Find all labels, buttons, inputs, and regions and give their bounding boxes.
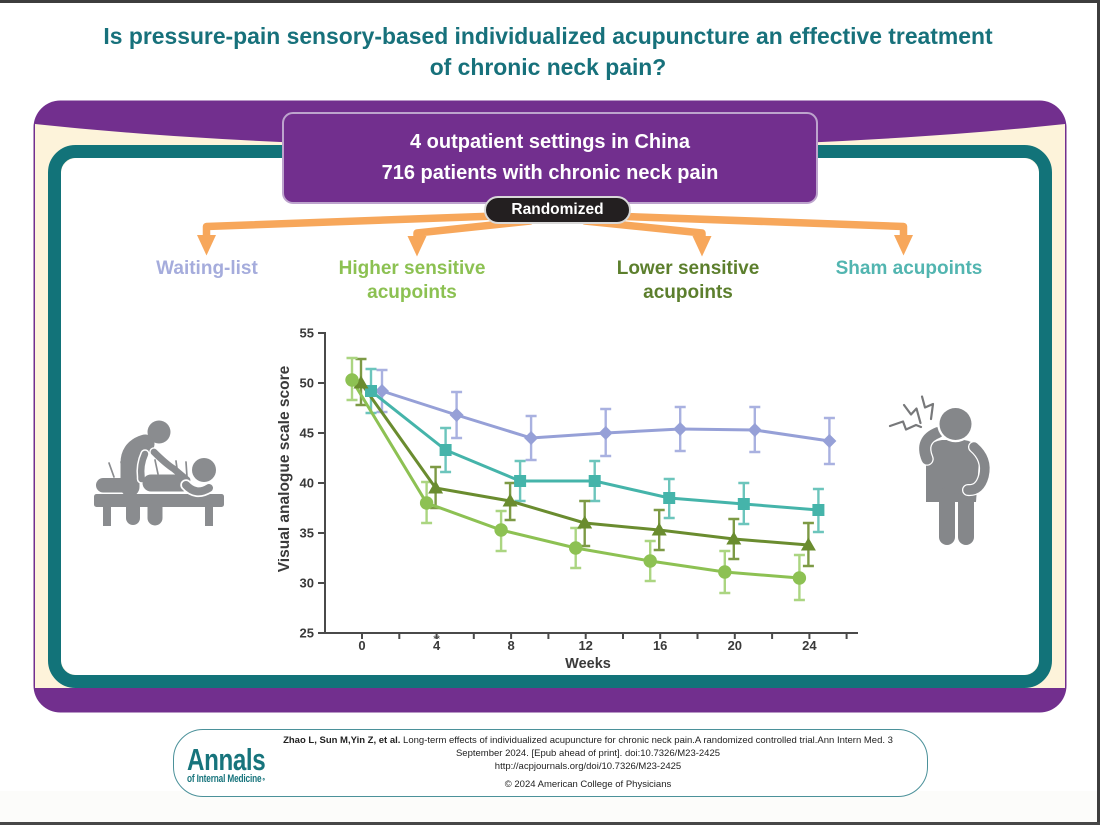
svg-text:45: 45: [300, 426, 314, 441]
svg-text:0: 0: [358, 638, 365, 653]
svg-text:40: 40: [300, 476, 314, 491]
svg-text:30: 30: [300, 576, 314, 591]
svg-text:50: 50: [300, 376, 314, 391]
svg-text:25: 25: [300, 626, 314, 641]
svg-text:55: 55: [300, 326, 314, 341]
svg-text:24: 24: [802, 638, 817, 653]
svg-text:12: 12: [578, 638, 592, 653]
svg-text:16: 16: [653, 638, 667, 653]
svg-text:35: 35: [300, 526, 314, 541]
svg-text:Weeks: Weeks: [565, 656, 611, 672]
svg-text:Visual analogue scale score: Visual analogue scale score: [278, 365, 293, 572]
svg-text:20: 20: [728, 638, 742, 653]
svg-text:8: 8: [507, 638, 514, 653]
svg-text:4: 4: [433, 638, 441, 653]
svg-text:**: **: [433, 634, 441, 644]
